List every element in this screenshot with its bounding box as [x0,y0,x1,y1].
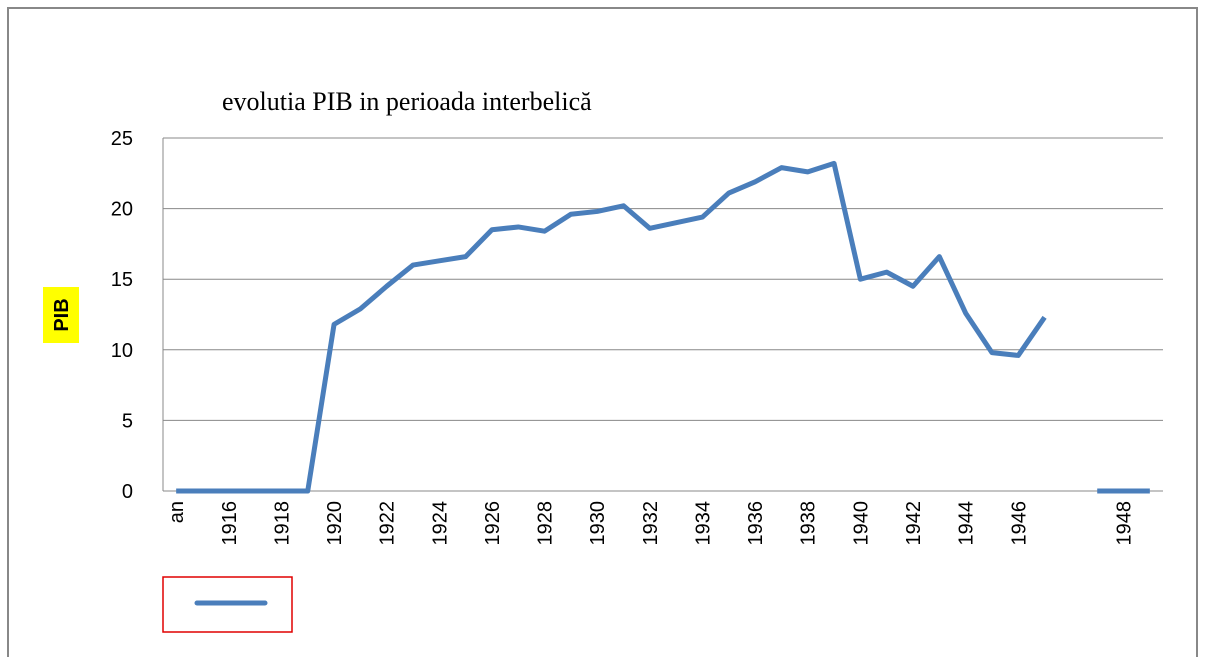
x-tick-label: 1932 [640,501,662,546]
x-tick-label: 1928 [535,501,557,546]
x-tick-label: 1930 [587,501,609,546]
y-axis-label: PIB [51,298,73,331]
x-tick-label: 1916 [219,501,241,546]
y-label-background [43,287,79,343]
y-tick-label: 20 [111,199,133,221]
x-tick-label: an [166,501,188,523]
y-tick-label: 0 [122,481,133,503]
x-tick-label: 1924 [429,501,451,546]
chart-frame [7,7,1198,657]
x-tick-label: 1938 [798,501,820,546]
legend-box [162,576,293,633]
x-tick-label: 1948 [1114,501,1136,546]
x-tick-label: 1934 [692,501,714,546]
x-tick-label: 1940 [850,501,872,546]
x-tick-label: 1946 [1008,501,1030,546]
x-tick-label: 1920 [324,501,346,546]
x-tick-label: 1926 [482,501,504,546]
x-tick-label: 1922 [377,501,399,546]
x-tick-label: 1918 [271,501,293,546]
y-tick-label: 15 [111,269,133,291]
y-tick-label: 5 [122,410,133,432]
data-line [176,160,1150,494]
x-tick-label: 1944 [956,501,978,546]
x-tick-label: 1942 [903,501,925,546]
y-tick-label: 25 [111,128,133,150]
y-tick-label: 10 [111,340,133,362]
x-tick-label: 1936 [745,501,767,546]
chart-title: evolutia PIB in perioada interbelică [222,87,592,116]
